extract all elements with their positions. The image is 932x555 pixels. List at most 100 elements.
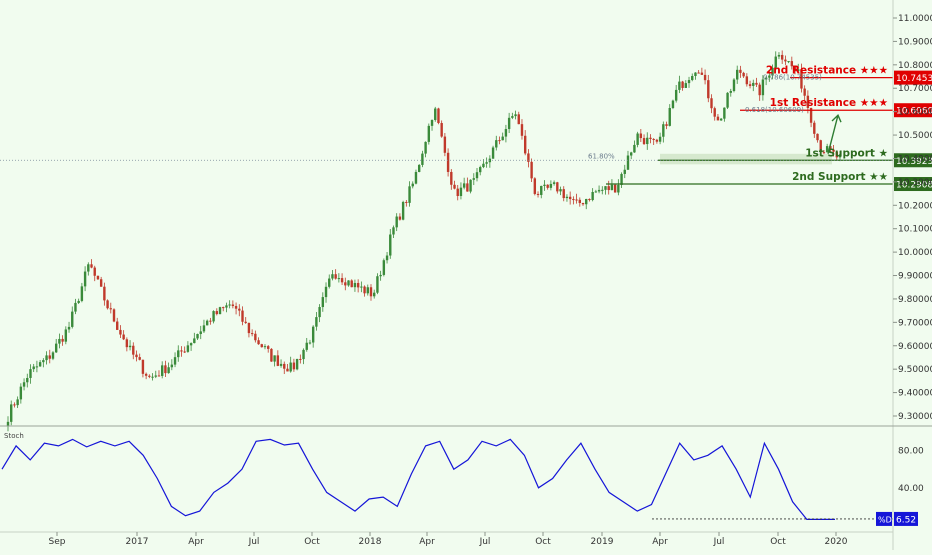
ytick-label: 9.50000 (898, 365, 932, 375)
ytick-label: 10.10000 (898, 225, 932, 235)
candle-body (607, 186, 610, 191)
candle-body (752, 82, 755, 86)
candle-body (270, 348, 273, 362)
candle-body (469, 179, 472, 192)
fib-label: 0.786(10.74535) (763, 74, 822, 82)
candle-body (556, 182, 559, 192)
ytick-label: 10.60000 (898, 108, 932, 118)
candle-body (234, 306, 238, 309)
fib-label: 61.80% (588, 152, 615, 160)
stoch-value-text: 6.52 (896, 515, 916, 525)
candle-body (819, 140, 822, 153)
candle-body (803, 88, 806, 96)
candle-body (311, 326, 315, 343)
candle-body (633, 144, 636, 153)
candle-body (373, 292, 376, 297)
candle-body (186, 345, 190, 352)
candle-body (212, 311, 215, 322)
stochastic-panel: Stoch 80.00 40.00 %D 6.52 (1, 432, 924, 526)
candle-body (299, 358, 302, 360)
candle-body (247, 322, 251, 334)
candle-body (250, 333, 254, 335)
candle-body (421, 153, 424, 165)
candle-body (443, 136, 447, 153)
candle-body (495, 140, 498, 148)
levels: 2nd Resistance ★★★ 10.74535 1st Resistance… (0, 65, 932, 192)
candle-body (160, 365, 164, 376)
candle-body (154, 375, 157, 377)
support-zones (660, 153, 832, 165)
candle-body (135, 354, 138, 358)
target-arrow (827, 113, 842, 154)
candle-body (639, 133, 643, 139)
candle-body (626, 155, 630, 170)
candle-body (222, 307, 225, 309)
candle-body (578, 199, 581, 204)
price-tag-text: 10.39237 (896, 157, 932, 167)
ytick-label: 10.70000 (898, 84, 932, 94)
ytick-label: 9.30000 (898, 412, 932, 422)
candle-body (29, 369, 32, 378)
candle-body (35, 366, 39, 368)
candle-body (405, 201, 408, 203)
candle-body (286, 368, 289, 372)
candle-body (835, 151, 838, 158)
candles[interactable] (6, 50, 842, 432)
candle-body (382, 260, 386, 275)
candle-body (122, 334, 125, 340)
candle-body (340, 278, 344, 283)
candle-body (462, 183, 466, 188)
candle-body (533, 178, 537, 194)
candle-body (218, 307, 222, 315)
price-tag (894, 70, 932, 85)
candle-body (806, 95, 810, 108)
candle-body (459, 187, 463, 197)
candle-body (585, 198, 588, 205)
candle-body (318, 307, 321, 318)
candle-body (832, 149, 835, 152)
candle-body (681, 81, 684, 88)
candle-body (93, 267, 96, 276)
candle-body (141, 359, 145, 374)
candle-body (263, 346, 267, 348)
candle-body (697, 72, 700, 74)
stoch-label: Stoch (4, 432, 24, 440)
candle-body (829, 146, 832, 150)
candle-body (501, 136, 504, 141)
candle-body (813, 122, 816, 134)
candle-body (67, 326, 71, 330)
xtick-label: Jul (479, 537, 491, 547)
candle-body (90, 264, 93, 268)
candle-body (424, 141, 427, 154)
candle-body (128, 345, 132, 348)
candle-body (173, 357, 177, 365)
stoch-tag (876, 511, 892, 526)
candle-body (771, 67, 774, 76)
candle-body (764, 77, 768, 80)
candle-body (498, 140, 501, 142)
candle-body (54, 343, 58, 353)
candle-body (581, 203, 585, 205)
candle-body (80, 286, 84, 301)
support-zone (660, 153, 832, 165)
candle-body (594, 191, 598, 193)
candle-body (19, 386, 23, 400)
candle-body (723, 107, 726, 119)
candle-body (331, 274, 334, 279)
xtick-label: Jul (248, 537, 260, 547)
candle-body (822, 152, 826, 154)
candle-body (292, 362, 296, 370)
candle-body (552, 182, 556, 184)
candle-body (742, 72, 745, 77)
candle-body (691, 76, 694, 81)
ytick-label: 10.40000 (898, 154, 932, 164)
candle-body (215, 311, 219, 315)
candle-body (283, 363, 286, 369)
candle-body (825, 146, 829, 153)
candle-body (610, 184, 614, 191)
candle-body (482, 163, 485, 168)
candle-body (231, 304, 235, 307)
fib-label: 0.618(10.60609) (745, 106, 804, 114)
